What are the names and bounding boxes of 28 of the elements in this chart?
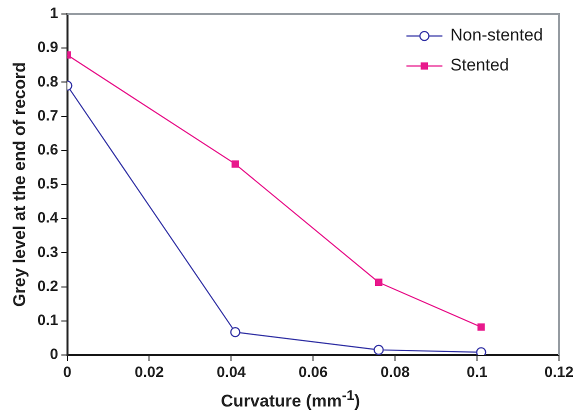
y-tick-label: 0.4 — [37, 210, 59, 227]
x-tick-label: 0.06 — [298, 364, 328, 382]
y-tick-label: 0.7 — [37, 107, 58, 124]
y-tick-label: 0 — [50, 346, 58, 364]
y-tick-label: 0.2 — [37, 278, 58, 295]
y-axis-title: Grey level at the end of record — [10, 62, 29, 307]
y-tick-label: 0.1 — [37, 312, 58, 330]
x-axis-title: Curvature (mm$^{-1}$) — [220, 388, 362, 412]
y-tick-label: 0.5 — [37, 176, 58, 193]
point — [232, 160, 239, 168]
point — [477, 323, 485, 331]
point — [374, 344, 384, 355]
point — [476, 347, 486, 355]
y-tick-label: 0.8 — [37, 73, 58, 90]
x-tick-label: 0.1 — [466, 364, 488, 382]
legend-label: Stented — [450, 56, 509, 75]
x-tick-label: 0.12 — [544, 364, 574, 382]
legend-label: Non-stented — [450, 26, 544, 45]
x-tick-label: 0.08 — [380, 364, 410, 382]
y-tick-label: 0.9 — [37, 39, 58, 56]
x-tick-label: 0.02 — [134, 364, 164, 382]
y-tick-label: 1 — [50, 5, 58, 22]
x-tick-label: 0.04 — [216, 364, 246, 382]
y-tick-label: 0.3 — [37, 244, 58, 261]
point — [230, 327, 240, 338]
y-tick-label: 0.6 — [37, 142, 58, 159]
point — [375, 278, 382, 286]
x-tick-label: 0 — [63, 364, 72, 382]
